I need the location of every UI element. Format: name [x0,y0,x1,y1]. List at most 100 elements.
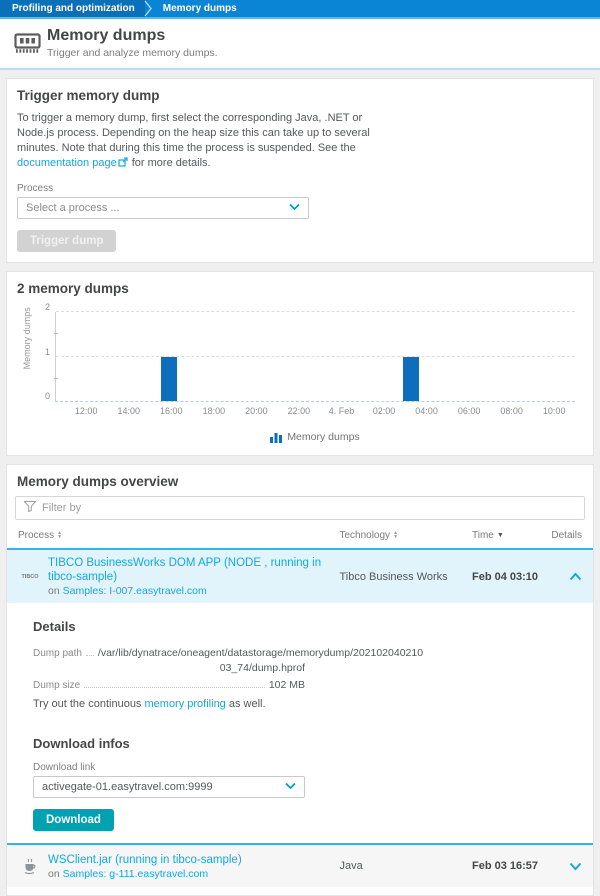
chart-plot-area: 0 1 2 [45,302,575,402]
memory-dump-bar[interactable] [161,356,178,401]
y-axis-title: Memory dumps [22,306,32,369]
download-link-value: activegate-01.easytravel.com:9999 [42,781,213,793]
tip-text: Try out the continuous [33,698,145,710]
column-header-process[interactable]: Process ▲ ▼ [18,530,339,541]
x-tick-label: 04:00 [415,406,438,416]
y-tick-label: 2 [44,302,50,312]
description-text: for more details. [128,157,211,169]
breadcrumb-label: Memory dumps [162,3,237,14]
dotted-leader [85,655,94,656]
chart-card-title: 2 memory dumps [17,281,129,296]
host-prefix: on [48,585,63,597]
trigger-dump-button[interactable]: Trigger dump [17,230,117,252]
table-row[interactable]: TIBCO TIBCO BusinessWorks DOM APP (NODE … [7,548,593,603]
page-subtitle: Trigger and analyze memory dumps. [47,47,218,59]
x-tick-label: 20:00 [245,406,268,416]
legend-label: Memory dumps [287,431,360,443]
chart-legend[interactable]: Memory dumps [55,431,575,443]
trigger-card-title: Trigger memory dump [17,88,160,103]
host-link[interactable]: Samples: g-111.easytravel.com [62,867,209,880]
x-axis-tick-labels: 12:00 14:00 16:00 18:00 20:00 22:00 4. Feb 02:0… [55,406,575,421]
trigger-memory-dump-card: Trigger memory dump To trigger a memory … [6,78,594,263]
dotted-leader [84,687,265,688]
host-link[interactable]: Samples: I-007.easytravel.com [62,585,207,597]
memory-profiling-tip: Try out the continuous memory profiling … [33,698,577,710]
memory-profiling-link[interactable]: memory profiling [144,698,226,710]
filter-input[interactable] [42,502,576,514]
technology-cell: Tibco Business Works [339,570,448,583]
y-minor-tick [54,333,58,335]
chevron-down-icon [285,781,296,793]
memory-dumps-overview-card: Memory dumps overview Process ▲▼ Technol… [6,464,594,896]
details-title: Details [33,619,76,634]
x-tick-label: 14:00 [117,406,140,416]
memory-dump-bar[interactable] [402,356,419,401]
process-select[interactable]: Select a process ... [17,197,309,219]
breadcrumb-label: Profiling and optimization [12,3,135,14]
chevron-down-icon [289,202,300,214]
sort-icon: ▲ ▼ [393,530,399,540]
column-header-time[interactable]: Time ▼ [472,530,543,541]
x-tick-label: 4. Feb [328,406,355,416]
process-link[interactable]: WSClient.jar (running in tibco-sample) [48,853,242,866]
memory-chip-icon [14,33,41,57]
time-cell: Feb 04 03:10 [472,570,539,583]
technology-cell: Java [339,860,363,872]
collapse-row-button[interactable] [543,572,582,581]
table-row[interactable]: WSClient.jar (running in tibco-sample) o… [7,845,593,887]
sort-icon: ▲ ▼ [57,530,63,540]
x-tick-label: 18:00 [202,406,226,416]
y-gridline [56,355,575,357]
filter-box [15,496,585,520]
memory-dumps-chart-card: 2 memory dumps Memory dumps 0 1 2 12:00 14:… [6,271,594,456]
dump-path-value-line2: 03_74/dump.hprof [219,662,305,674]
y-minor-tick [54,377,58,379]
column-header-details: Details [543,530,582,541]
breadcrumb-chevron-icon [144,0,153,17]
dump-size-value: 102 MB [268,679,305,691]
y-gridline [56,311,575,312]
time-cell: Feb 03 16:57 [472,860,539,872]
download-button[interactable]: Download [33,809,114,831]
dump-size-label: Dump size [33,680,81,691]
process-label: Process [17,183,54,194]
host-prefix: on [48,867,63,880]
x-tick-label: 16:00 [160,406,183,416]
java-logo-icon [18,858,42,875]
breadcrumb: Profiling and optimization Memory dumps [0,0,600,19]
x-tick-label: 12:00 [74,406,98,416]
tibco-logo-icon: TIBCO [21,573,39,580]
x-tick-label: 02:00 [372,406,396,416]
breadcrumb-item-profiling[interactable]: Profiling and optimization [0,0,145,17]
page-title: Memory dumps [47,27,166,44]
chevron-down-icon [569,862,582,870]
download-link-select[interactable]: activegate-01.easytravel.com:9999 [33,776,305,798]
y-tick-label: 0 [44,391,50,401]
overview-card-title: Memory dumps overview [17,474,179,489]
dump-path-value-line1: /var/lib/dynatrace/oneagent/datastorage/… [97,647,424,659]
column-label: Technology [339,529,391,541]
sort-desc-icon: ▼ [496,531,504,539]
bar-chart-icon [270,432,283,443]
tip-text: as well. [225,698,266,710]
x-tick-label: 06:00 [457,406,481,416]
page-header: Memory dumps Trigger and analyze memory … [0,19,600,70]
column-header-technology[interactable]: Technology ▲ ▼ [339,530,472,541]
expand-row-button[interactable] [543,862,582,871]
description-text: To trigger a memory dump, first select t… [17,112,370,154]
x-tick-label: 22:00 [287,406,311,416]
documentation-page-link[interactable]: documentation page [17,157,117,169]
process-link[interactable]: TIBCO BusinessWorks DOM APP (NODE , runn… [48,557,322,583]
trigger-card-description: To trigger a memory dump, first select t… [17,111,395,172]
table-header-row: Process ▲ ▼ Technology ▲ ▼ Time ▼ Details [7,522,593,548]
dump-path-label: Dump path [33,648,82,659]
x-tick-label: 10:00 [542,406,566,416]
y-tick-label: 1 [44,346,50,357]
memory-dumps-chart: Memory dumps 0 1 2 12:00 14:00 16:00 18:00 20:… [22,302,575,443]
column-label: Time [472,529,494,541]
breadcrumb-item-memory-dumps: Memory dumps [153,0,237,17]
dump-details-panel: Details Dump path /var/lib/dynatrace/one… [7,603,593,845]
process-select-value: Select a process ... [26,202,120,214]
download-infos-title: Download infos [33,736,130,751]
column-label: Details [551,529,582,541]
